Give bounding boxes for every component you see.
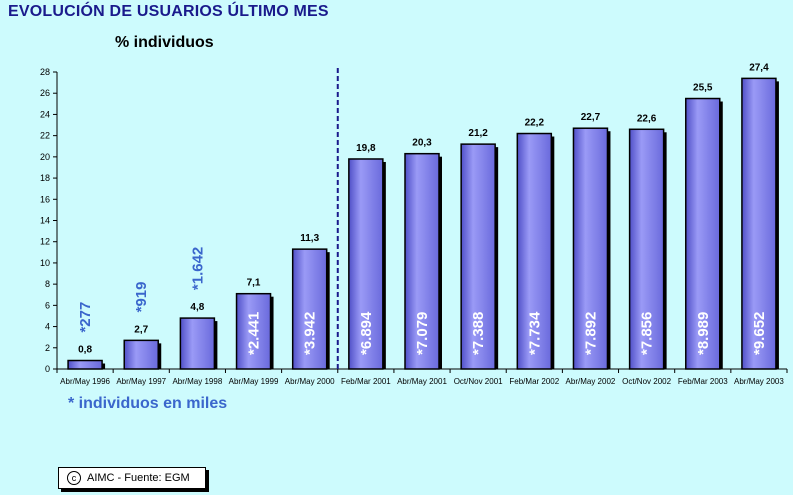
bar-value-label: 22,2 (525, 118, 545, 129)
y-tick-label: 12 (40, 237, 50, 247)
bar-value-label: 11,3 (300, 233, 319, 244)
bar-thousands-label: *8.989 (695, 312, 712, 355)
x-tick-label: Oct/Nov 2002 (622, 377, 671, 386)
x-tick-label: Feb/Mar 2002 (509, 377, 559, 386)
x-tick-label: Abr/May 2003 (734, 377, 784, 386)
bar (123, 339, 159, 370)
bar (685, 97, 721, 370)
bar-thousands-label: *9.652 (751, 312, 768, 355)
bar-thousands-label: *7.388 (470, 312, 487, 355)
bar-thousands-label: *3.942 (302, 312, 319, 355)
bar-value-label: 2,7 (134, 324, 148, 335)
y-tick-label: 18 (40, 173, 50, 183)
bar (628, 128, 665, 370)
y-tick-label: 22 (40, 131, 50, 141)
y-tick-label: 0 (45, 364, 50, 374)
x-tick-label: Abr/May 1996 (60, 377, 110, 386)
bar-value-label: 27,4 (749, 62, 769, 73)
y-tick-label: 20 (40, 152, 50, 162)
x-tick-label: Oct/Nov 2001 (454, 377, 503, 386)
bar-thousands-label: *2.441 (246, 312, 263, 355)
y-axis-label: % individuos (115, 34, 214, 51)
x-tick-label: Abr/May 2001 (397, 377, 447, 386)
bar-thousands-label: *7.856 (639, 312, 656, 355)
y-tick-label: 14 (40, 216, 50, 226)
bar (235, 292, 272, 370)
bar (516, 132, 553, 370)
bar (404, 152, 440, 370)
bar-thousands-label: *7.892 (582, 312, 599, 355)
bar (291, 248, 328, 370)
chart-title: EVOLUCIÓN DE USUARIOS ÚLTIMO MES (8, 3, 329, 20)
y-tick-label: 16 (40, 194, 50, 204)
bar-value-label: 7,1 (247, 278, 261, 289)
y-tick-label: 4 (45, 322, 50, 332)
y-tick-label: 26 (40, 88, 50, 98)
bar-value-label: 4,8 (190, 302, 204, 313)
y-tick-label: 8 (45, 279, 50, 289)
x-tick-label: Abr/May 1997 (116, 377, 166, 386)
footnote: * individuos en miles (68, 395, 228, 412)
x-tick-label: Abr/May 1999 (229, 377, 279, 386)
x-tick-label: Feb/Mar 2001 (341, 377, 391, 386)
y-tick-label: 6 (45, 300, 50, 310)
x-tick-label: Abr/May 2000 (285, 377, 335, 386)
bar-thousands-label: *6.894 (358, 311, 375, 355)
bar (348, 158, 384, 370)
bar-thousands-label: *7.734 (526, 311, 543, 355)
x-tick-label: Abr/May 2002 (566, 377, 616, 386)
bar-value-label: 19,8 (356, 143, 376, 154)
bar (572, 127, 609, 370)
bar-value-label: 22,7 (581, 112, 601, 123)
x-tick-label: Abr/May 1998 (172, 377, 222, 386)
y-tick-label: 28 (40, 67, 50, 77)
bar (460, 143, 496, 370)
bar-thousands-label: *7.079 (414, 312, 431, 355)
bar-value-label: 0,8 (78, 345, 92, 356)
bar-value-label: 21,2 (468, 128, 488, 139)
bar (741, 77, 777, 370)
bar-thousands-label: *1.642 (189, 247, 206, 290)
bar-value-label: 20,3 (412, 138, 432, 149)
bar-value-label: 25,5 (693, 83, 713, 94)
y-tick-label: 24 (40, 109, 50, 119)
bar (179, 317, 216, 370)
y-tick-label: 2 (45, 343, 50, 353)
copyright-icon: c (67, 471, 81, 485)
y-tick-label: 10 (40, 258, 50, 268)
credit-text: AIMC - Fuente: EGM (87, 472, 190, 484)
bar-thousands-label: *919 (133, 281, 150, 312)
credit-box: c AIMC - Fuente: EGM (58, 467, 206, 489)
bar-thousands-label: *277 (77, 302, 94, 333)
x-tick-label: Feb/Mar 2003 (678, 377, 728, 386)
bar (67, 359, 103, 370)
bar-value-label: 22,6 (637, 113, 657, 124)
